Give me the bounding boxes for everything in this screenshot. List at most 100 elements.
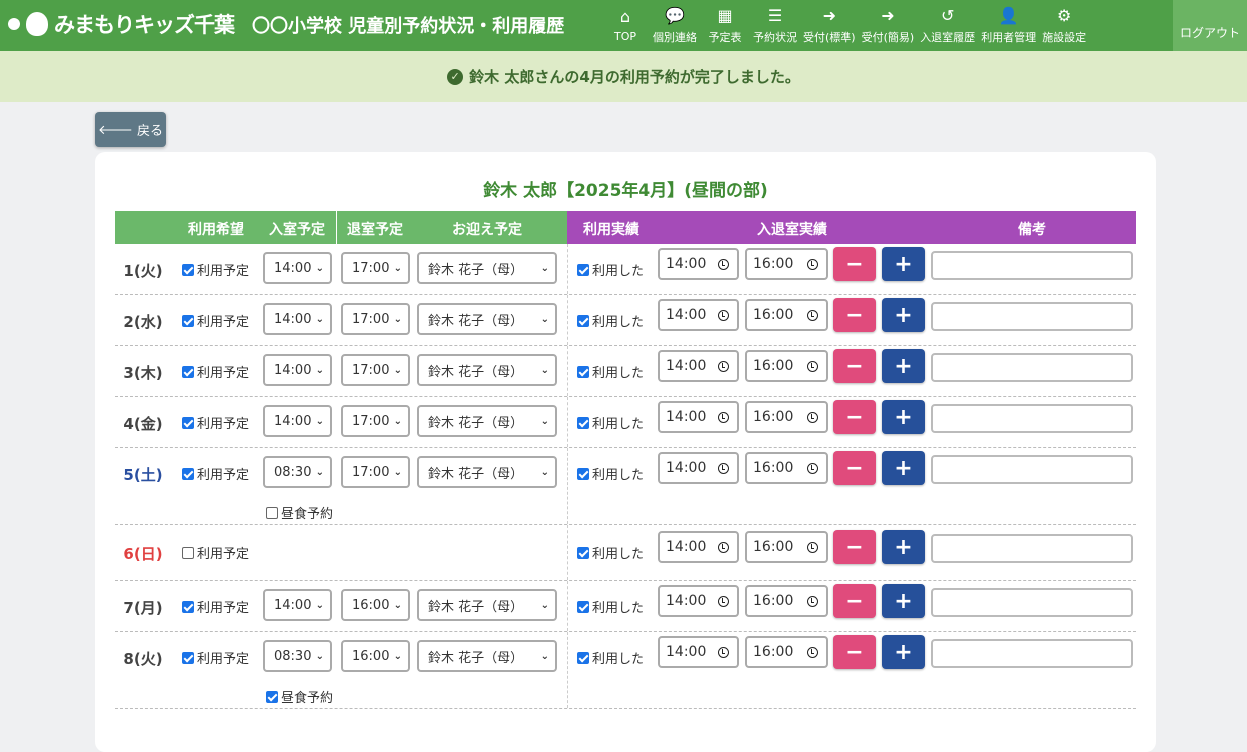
minus-button[interactable]: − — [833, 584, 876, 618]
minus-button[interactable]: − — [833, 451, 876, 485]
select-value: 17:00 — [352, 260, 390, 276]
time-value: 16:00 — [753, 539, 794, 555]
minus-button[interactable]: − — [833, 298, 876, 332]
plus-button[interactable]: + — [882, 451, 925, 485]
plan-checkbox[interactable]: 利用予定 — [182, 260, 249, 279]
nav-item[interactable]: 👤 利用者管理 — [978, 0, 1039, 51]
in-plan-select[interactable]: 14:00 ⌄ — [263, 405, 332, 437]
nav-item[interactable]: ⌂ TOP — [600, 0, 650, 51]
nav-item[interactable]: ☰ 予約状況 — [750, 0, 800, 51]
actual-in-time[interactable]: 14:00 — [658, 531, 739, 563]
lunch-checkbox[interactable]: 昼食予約 — [266, 503, 333, 522]
pickup-select[interactable]: 鈴木 花子（母） ⌄ — [417, 252, 557, 284]
plan-checkbox[interactable]: 利用予定 — [182, 648, 249, 667]
plus-button[interactable]: + — [882, 298, 925, 332]
chevron-down-icon: ⌄ — [393, 262, 402, 274]
in-plan-select[interactable]: 14:00 ⌄ — [263, 354, 332, 386]
nav-item[interactable]: ↺ 入退室履歴 — [917, 0, 978, 51]
plus-button[interactable]: + — [882, 349, 925, 383]
plan-checkbox[interactable]: 利用予定 — [182, 543, 249, 562]
plan-checkbox[interactable]: 利用予定 — [182, 413, 249, 432]
header-remarks: 備考 — [1018, 222, 1046, 238]
pickup-select[interactable]: 鈴木 花子（母） ⌄ — [417, 405, 557, 437]
actual-out-time[interactable]: 16:00 — [745, 636, 828, 668]
in-plan-select[interactable]: 14:00 ⌄ — [263, 303, 332, 335]
used-checkbox[interactable]: 利用した — [577, 597, 644, 616]
pickup-select[interactable]: 鈴木 花子（母） ⌄ — [417, 640, 557, 672]
actual-in-time[interactable]: 14:00 — [658, 585, 739, 617]
logo[interactable]: みまもりキッズ千葉 — [8, 9, 235, 39]
plan-checkbox[interactable]: 利用予定 — [182, 362, 249, 381]
actual-out-time[interactable]: 16:00 — [745, 531, 828, 563]
actual-in-time[interactable]: 14:00 — [658, 299, 739, 331]
plan-checkbox[interactable]: 利用予定 — [182, 311, 249, 330]
actual-out-time[interactable]: 16:00 — [745, 299, 828, 331]
pickup-select[interactable]: 鈴木 花子（母） ⌄ — [417, 354, 557, 386]
used-checkbox[interactable]: 利用した — [577, 311, 644, 330]
day-label: 2(水) — [123, 313, 163, 331]
used-checkbox[interactable]: 利用した — [577, 413, 644, 432]
minus-button[interactable]: − — [833, 349, 876, 383]
remarks-input[interactable] — [931, 639, 1133, 668]
pickup-select[interactable]: 鈴木 花子（母） ⌄ — [417, 589, 557, 621]
actual-in-time[interactable]: 14:00 — [658, 452, 739, 484]
minus-button[interactable]: − — [833, 400, 876, 434]
plan-checkbox[interactable]: 利用予定 — [182, 597, 249, 616]
remarks-input[interactable] — [931, 534, 1133, 563]
used-checkbox[interactable]: 利用した — [577, 362, 644, 381]
actual-out-time[interactable]: 16:00 — [745, 401, 828, 433]
actual-out-time[interactable]: 16:00 — [745, 452, 828, 484]
plus-button[interactable]: + — [882, 530, 925, 564]
actual-in-time[interactable]: 14:00 — [658, 636, 739, 668]
plus-button[interactable]: + — [882, 247, 925, 281]
day-label: 4(金) — [123, 415, 163, 433]
remarks-input[interactable] — [931, 455, 1133, 484]
plus-button[interactable]: + — [882, 400, 925, 434]
lunch-checkbox[interactable]: 昼食予約 — [266, 687, 333, 706]
minus-button[interactable]: − — [833, 247, 876, 281]
actual-in-time[interactable]: 14:00 — [658, 248, 739, 280]
actual-out-time[interactable]: 16:00 — [745, 350, 828, 382]
used-checkbox[interactable]: 利用した — [577, 543, 644, 562]
in-plan-select[interactable]: 08:30 ⌄ — [263, 456, 332, 488]
used-checkbox[interactable]: 利用した — [577, 260, 644, 279]
remarks-input[interactable] — [931, 588, 1133, 617]
nav-item[interactable]: ⚙ 施設設定 — [1039, 0, 1089, 51]
in-plan-select[interactable]: 08:30 ⌄ — [263, 640, 332, 672]
nav-item[interactable]: ➜ 受付(標準) — [800, 0, 859, 51]
in-plan-select[interactable]: 14:00 ⌄ — [263, 252, 332, 284]
plan-checkbox[interactable]: 利用予定 — [182, 464, 249, 483]
logout-button[interactable]: ログアウト — [1173, 0, 1247, 51]
remarks-input[interactable] — [931, 251, 1133, 280]
select-value: 鈴木 花子（母） — [428, 466, 524, 482]
in-plan-select[interactable]: 14:00 ⌄ — [263, 589, 332, 621]
out-plan-select[interactable]: 17:00 ⌄ — [341, 456, 410, 488]
plus-button[interactable]: + — [882, 635, 925, 669]
out-plan-select[interactable]: 16:00 ⌄ — [341, 640, 410, 672]
out-plan-select[interactable]: 17:00 ⌄ — [341, 303, 410, 335]
out-plan-select[interactable]: 17:00 ⌄ — [341, 252, 410, 284]
minus-button[interactable]: − — [833, 530, 876, 564]
actual-in-time[interactable]: 14:00 — [658, 350, 739, 382]
nav-item[interactable]: 💬 個別連絡 — [650, 0, 700, 51]
out-plan-select[interactable]: 16:00 ⌄ — [341, 589, 410, 621]
nav-item[interactable]: ➜ 受付(簡易) — [859, 0, 918, 51]
minus-button[interactable]: − — [833, 635, 876, 669]
remarks-input[interactable] — [931, 353, 1133, 382]
remarks-input[interactable] — [931, 302, 1133, 331]
actual-out-time[interactable]: 16:00 — [745, 585, 828, 617]
nav-item[interactable]: ▦ 予定表 — [700, 0, 750, 51]
pickup-select[interactable]: 鈴木 花子（母） ⌄ — [417, 303, 557, 335]
used-checkbox[interactable]: 利用した — [577, 464, 644, 483]
back-button[interactable]: 🡐 戻る — [95, 112, 166, 147]
pickup-select[interactable]: 鈴木 花子（母） ⌄ — [417, 456, 557, 488]
remarks-input[interactable] — [931, 404, 1133, 433]
out-plan-select[interactable]: 17:00 ⌄ — [341, 405, 410, 437]
actual-out-time[interactable]: 16:00 — [745, 248, 828, 280]
chevron-down-icon: ⌄ — [315, 599, 324, 611]
used-checkbox[interactable]: 利用した — [577, 648, 644, 667]
actual-in-time[interactable]: 14:00 — [658, 401, 739, 433]
plus-button[interactable]: + — [882, 584, 925, 618]
out-plan-select[interactable]: 17:00 ⌄ — [341, 354, 410, 386]
time-value: 14:00 — [666, 460, 707, 476]
